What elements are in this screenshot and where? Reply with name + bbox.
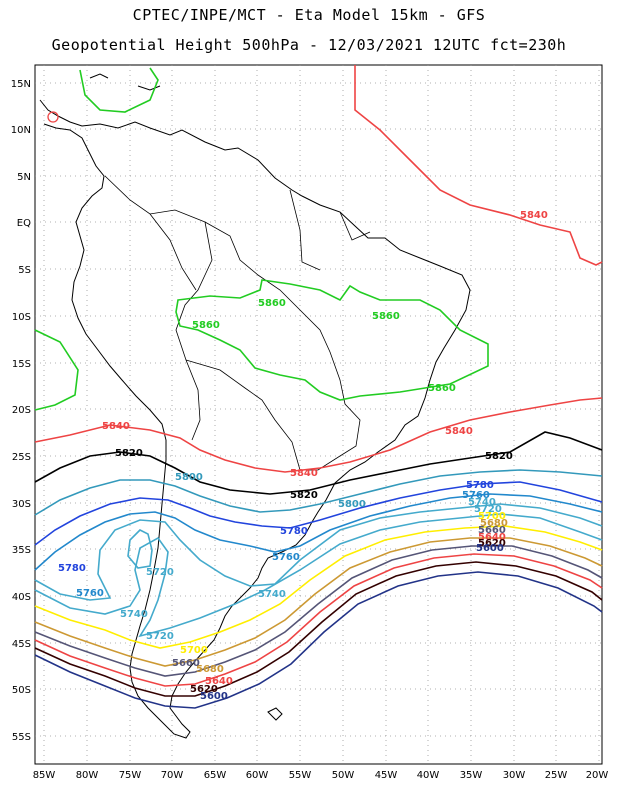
lon-label-50w: 50W (332, 770, 355, 781)
lon-label-85w: 85W (33, 770, 56, 781)
lon-label-55w: 55W (289, 770, 312, 781)
contour-lines (34, 65, 603, 709)
label-5720-b: 5720 (146, 631, 174, 642)
graticule (35, 65, 602, 764)
label-5840-b: 5840 (102, 421, 130, 432)
latitude-labels: 15N 10N 5N EQ 5S 10S 15S 20S 25S 30S 35S… (11, 79, 31, 743)
contour-5680 (34, 537, 603, 667)
lon-label-40w: 40W (417, 770, 440, 781)
lon-label-30w: 30W (503, 770, 526, 781)
contour-5620 (34, 561, 603, 697)
map-title-line1: CPTEC/INPE/MCT - Eta Model 15km - GFS (132, 6, 486, 24)
contour-labels: 5860 5860 5860 5860 5840 5840 5840 5840 … (58, 210, 548, 702)
label-5800-b: 5800 (338, 499, 366, 510)
label-5640-a: 5640 (205, 676, 233, 687)
contour-5840-south (34, 397, 603, 473)
contour-5660 (34, 545, 603, 677)
label-5780-b: 5780 (280, 526, 308, 537)
lon-label-70w: 70W (161, 770, 184, 781)
contour-5860-brazil (175, 279, 489, 401)
label-5840-c: 5840 (445, 426, 473, 437)
lat-label-45s: 45S (12, 639, 31, 650)
longitude-labels: 85W 80W 75W 70W 65W 60W 55W 50W 45W 40W … (33, 770, 609, 781)
lat-label-35s: 35S (12, 545, 31, 556)
caribbean-islands (89, 73, 161, 91)
label-5760-a: 5760 (76, 588, 104, 599)
label-5720-c: 5720 (474, 504, 502, 515)
label-5620-b: 5620 (478, 538, 506, 549)
lat-label-15n: 15N (11, 79, 31, 90)
label-5860-b: 5860 (192, 320, 220, 331)
contour-5720-inner (127, 529, 153, 569)
lat-label-10n: 10N (11, 125, 31, 136)
label-5680-b: 5680 (480, 518, 508, 529)
label-5700-a: 5700 (180, 645, 208, 656)
label-5800-a: 5800 (175, 472, 203, 483)
label-5760-c: 5760 (462, 490, 490, 501)
label-5680-a: 5680 (196, 664, 224, 675)
lon-label-65w: 65W (204, 770, 227, 781)
label-5740-b: 5740 (258, 589, 286, 600)
label-5760-b: 5760 (272, 552, 300, 563)
falklands (267, 707, 283, 721)
contour-5860-north (79, 67, 159, 113)
label-5700-b: 5700 (478, 511, 506, 522)
label-5780-c: 5780 (466, 480, 494, 491)
lat-label-25s: 25S (12, 452, 31, 463)
country-borders (104, 175, 371, 471)
lat-label-eq: EQ (17, 218, 31, 229)
coastlines (39, 73, 471, 739)
label-5780-a: 5780 (58, 563, 86, 574)
label-5860-a: 5860 (258, 298, 286, 309)
contour-5740 (34, 503, 603, 601)
lat-label-50s: 50S (12, 685, 31, 696)
label-5740-a: 5740 (120, 609, 148, 620)
contour-5780 (34, 481, 603, 546)
label-5820-b: 5820 (290, 490, 318, 501)
label-5600-a: 5600 (200, 691, 228, 702)
lat-label-15s: 15S (12, 359, 31, 370)
lon-label-80w: 80W (76, 770, 99, 781)
label-5860-c: 5860 (372, 311, 400, 322)
lat-label-5s: 5S (18, 265, 31, 276)
label-5820-a: 5820 (115, 448, 143, 459)
lon-label-60w: 60W (246, 770, 269, 781)
label-5740-c: 5740 (468, 497, 496, 508)
label-5620-a: 5620 (190, 684, 218, 695)
contour-5860-west (34, 329, 79, 411)
label-5820-c: 5820 (485, 451, 513, 462)
contour-5640 (34, 553, 603, 687)
lon-label-35w: 35W (460, 770, 483, 781)
lat-label-30s: 30S (12, 499, 31, 510)
lat-label-10s: 10S (12, 312, 31, 323)
contour-5840-north (354, 65, 603, 266)
lon-label-25w: 25W (545, 770, 568, 781)
small-low-marker (47, 111, 59, 123)
south-america-coastline (39, 99, 471, 739)
label-5660-b: 5660 (478, 525, 506, 536)
label-5860-d: 5860 (428, 383, 456, 394)
contour-5760 (34, 493, 603, 571)
lon-label-45w: 45W (375, 770, 398, 781)
lat-label-40s: 40S (12, 592, 31, 603)
contour-5820 (34, 431, 603, 495)
lon-label-20w: 20W (586, 770, 609, 781)
map-title-line2: Geopotential Height 500hPa - 12/03/2021 … (51, 36, 567, 54)
lon-label-75w: 75W (119, 770, 142, 781)
contour-5720 (34, 513, 603, 638)
label-5840-d: 5840 (290, 468, 318, 479)
label-5840-a: 5840 (520, 210, 548, 221)
contour-5700 (34, 525, 603, 649)
lat-label-5n: 5N (17, 172, 31, 183)
lat-label-20s: 20S (12, 405, 31, 416)
label-5600-b: 5600 (476, 543, 504, 554)
label-5640-b: 5640 (478, 532, 506, 543)
map-frame (34, 64, 603, 765)
label-5660-a: 5660 (172, 658, 200, 669)
contour-5600 (34, 571, 603, 709)
contour-5800 (34, 469, 603, 516)
label-5720-a: 5720 (146, 567, 174, 578)
lat-label-55s: 55S (12, 732, 31, 743)
